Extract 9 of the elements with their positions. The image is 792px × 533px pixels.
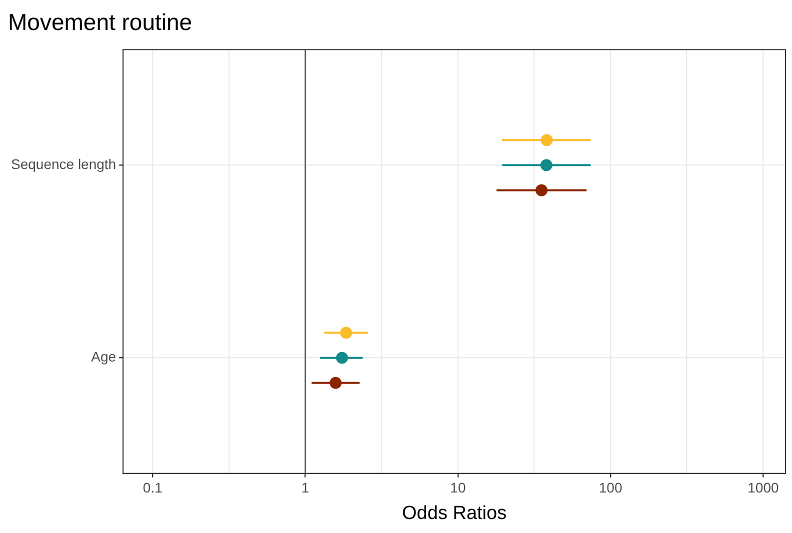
y-tick-label: Age [91,348,116,365]
x-axis-title: Odds Ratios [402,502,507,524]
x-tick-label: 1000 [748,480,779,496]
x-tick-label: 10 [450,480,466,496]
x-tick-label: 100 [598,480,622,496]
x-tick-label: 1 [301,480,310,496]
y-tick-label: Sequence length [10,156,116,172]
chart-title: Movement routine [8,9,192,36]
x-tick-label: 0.1 [142,480,163,496]
